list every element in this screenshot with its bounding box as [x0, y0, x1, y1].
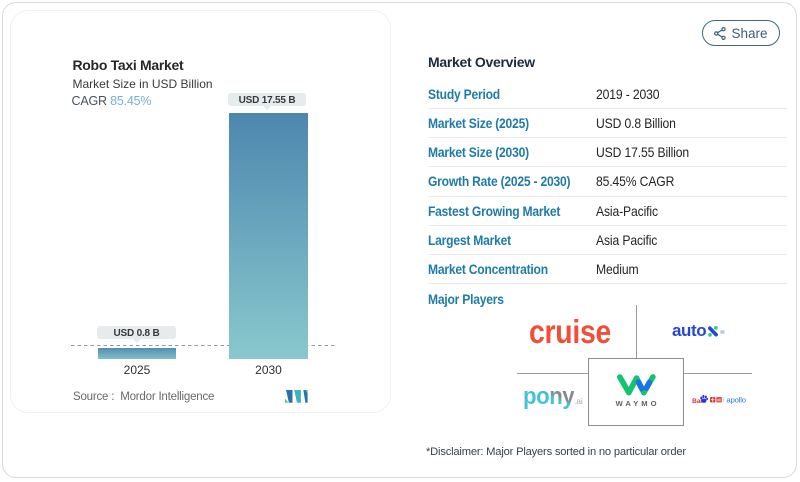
svg-text:apollo: apollo	[726, 396, 746, 405]
svg-text:Bai: Bai	[692, 398, 702, 405]
